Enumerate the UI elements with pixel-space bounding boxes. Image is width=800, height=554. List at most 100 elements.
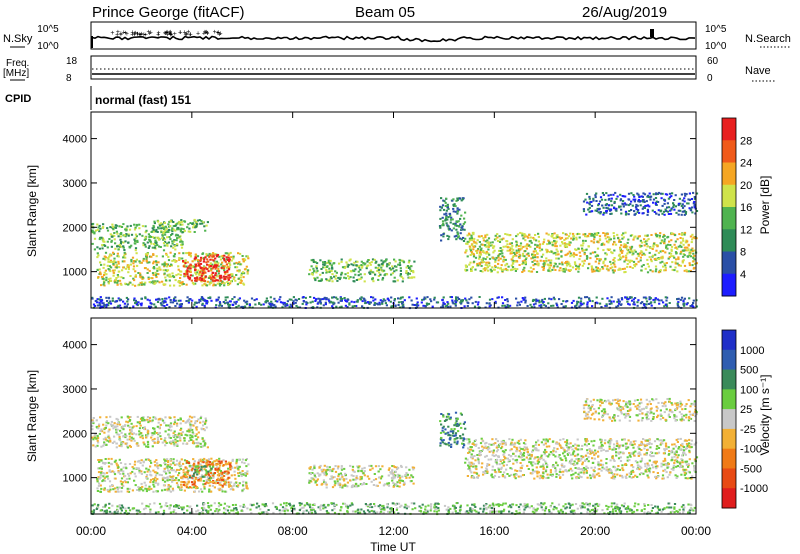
nsearch-tick-bottom: 10^0 bbox=[705, 41, 727, 52]
freq-tick-bottom: 8 bbox=[66, 73, 72, 84]
power-cbar-label: Power [dB] bbox=[758, 176, 772, 235]
velocity-ylabel: Slant Range [km] bbox=[25, 370, 39, 462]
nsearch-marker: + bbox=[142, 32, 146, 39]
nsearch-label: N.Search bbox=[745, 33, 791, 45]
nsearch-marker: + bbox=[163, 30, 167, 37]
nsearch-marker: + bbox=[204, 29, 208, 36]
echo-region bbox=[91, 222, 184, 252]
nsearch-marker: + bbox=[183, 30, 187, 37]
echo-region bbox=[91, 415, 209, 449]
y-tick-label: 4000 bbox=[63, 134, 87, 146]
nsearch-marker: + bbox=[157, 30, 161, 37]
velocity-colorbar: 1000 500 100 25 -25 -100 -500 -1000 bbox=[721, 329, 768, 509]
x-tick-label: 00:00 bbox=[76, 524, 106, 538]
x-tick-label: 12:00 bbox=[378, 524, 408, 538]
nsearch-marker: + bbox=[178, 30, 182, 37]
y-tick-label: 1000 bbox=[63, 267, 87, 279]
nave-tick-top: 60 bbox=[707, 56, 719, 67]
velocity-cbar-tick: 1000 bbox=[740, 345, 764, 357]
station-title: Prince George (fitACF) bbox=[92, 4, 245, 21]
colorbar-segment bbox=[722, 389, 736, 410]
nsearch-marker: + bbox=[138, 32, 142, 39]
freq-panel-frame bbox=[90, 55, 697, 80]
x-tick-label: 00:00 bbox=[681, 524, 711, 538]
nsearch-marker: + bbox=[130, 30, 134, 37]
power-cbar-tick: 20 bbox=[740, 180, 752, 192]
echo-region bbox=[308, 464, 416, 489]
colorbar-segment bbox=[722, 330, 736, 351]
nsearch-marker: + bbox=[196, 30, 200, 37]
power-y-axis: 1000 2000 3000 4000 bbox=[63, 134, 696, 279]
power-ylabel: Slant Range [km] bbox=[25, 165, 39, 257]
nsearch-marker: + bbox=[183, 31, 187, 38]
freq-unit-label: [MHz] bbox=[3, 68, 29, 79]
echo-region bbox=[182, 254, 232, 283]
echo-region bbox=[464, 437, 699, 480]
nsky-label: N.Sky bbox=[3, 33, 33, 45]
power-cbar-tick: 16 bbox=[740, 202, 752, 214]
colorbar-segment bbox=[722, 273, 736, 297]
nsky-tick-bottom: 10^0 bbox=[37, 41, 59, 52]
y-tick-label: 3000 bbox=[63, 178, 87, 190]
nsearch-marker: + bbox=[147, 29, 151, 36]
nsearch-marker: + bbox=[136, 31, 140, 38]
nsearch-marker: + bbox=[219, 30, 223, 37]
power-cbar-tick: 8 bbox=[740, 247, 746, 259]
nsearch-marker: + bbox=[119, 32, 123, 39]
x-tick-label: 08:00 bbox=[278, 524, 308, 538]
nsearch-marker: + bbox=[215, 30, 219, 37]
nsearch-marker: + bbox=[165, 32, 169, 39]
nsearch-marker: + bbox=[134, 30, 138, 37]
nsearch-marker: + bbox=[132, 31, 136, 38]
x-tick-label: 20:00 bbox=[580, 524, 610, 538]
echo-region bbox=[151, 218, 209, 234]
x-tick-label: 04:00 bbox=[177, 524, 207, 538]
colorbar-segment bbox=[722, 140, 736, 163]
y-tick-label: 2000 bbox=[63, 222, 87, 234]
beam-title: Beam 05 bbox=[355, 4, 415, 21]
nsearch-marker: + bbox=[149, 29, 153, 36]
nave-label: Nave bbox=[745, 65, 771, 77]
nsearch-marker: + bbox=[202, 30, 206, 37]
nsearch-marker: + bbox=[140, 31, 144, 38]
echo-region bbox=[187, 465, 215, 480]
echo-region bbox=[438, 197, 467, 242]
echo-region bbox=[582, 397, 698, 422]
nsearch-marker: + bbox=[205, 30, 209, 37]
freq-tick-top: 18 bbox=[66, 56, 78, 67]
nsearch-marker: + bbox=[148, 30, 152, 37]
x-tick-label: 16:00 bbox=[479, 524, 509, 538]
echo-region bbox=[182, 460, 232, 489]
nsearch-marker: + bbox=[156, 32, 160, 39]
nsearch-marker: + bbox=[139, 32, 143, 39]
colorbar-segment bbox=[722, 184, 736, 208]
nsearch-marker: + bbox=[203, 29, 207, 36]
colorbar-segment bbox=[722, 428, 736, 450]
nsearch-marker: + bbox=[188, 32, 192, 39]
echo-region bbox=[464, 231, 698, 274]
nsky-tick-top: 10^5 bbox=[37, 24, 59, 35]
velocity-cbar-tick: 500 bbox=[740, 365, 758, 377]
nsearch-marker: + bbox=[169, 31, 173, 38]
nsearch-marker: + bbox=[168, 32, 172, 39]
nsearch-marker: + bbox=[163, 30, 167, 37]
nsearch-marker: + bbox=[203, 30, 207, 37]
echo-region bbox=[91, 296, 698, 310]
power-cbar-tick: 24 bbox=[740, 158, 752, 170]
time-x-axis: 00:00 04:00 08:00 12:00 16:00 20:00 00:00 bbox=[76, 112, 711, 538]
noise-trace: + + ++ ++ +++ + ++ ++ ++ ++ + ++ ++ ++++ + ++ ++ +++ ++ ++ +… bbox=[91, 29, 696, 48]
cpid-text: normal (fast) 151 bbox=[95, 93, 191, 107]
power-cbar-tick: 4 bbox=[740, 269, 746, 281]
freq-label: Freq. bbox=[6, 58, 29, 69]
nsky-line bbox=[91, 35, 696, 43]
nsearch-marker: + bbox=[189, 31, 193, 38]
nsearch-marker: + bbox=[116, 29, 120, 36]
colorbar-segment bbox=[722, 448, 736, 469]
cpid-label: CPID bbox=[5, 93, 31, 105]
nave-tick-bottom: 0 bbox=[707, 73, 713, 84]
echo-region bbox=[96, 251, 250, 287]
nsearch-marker: + bbox=[217, 30, 221, 37]
nsearch-marker: + bbox=[156, 32, 160, 39]
colorbar-segment bbox=[722, 369, 736, 390]
